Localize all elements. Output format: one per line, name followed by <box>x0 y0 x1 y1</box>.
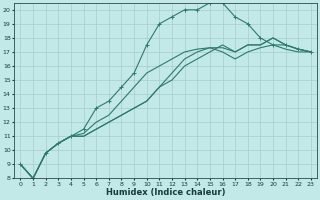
X-axis label: Humidex (Indice chaleur): Humidex (Indice chaleur) <box>106 188 225 197</box>
